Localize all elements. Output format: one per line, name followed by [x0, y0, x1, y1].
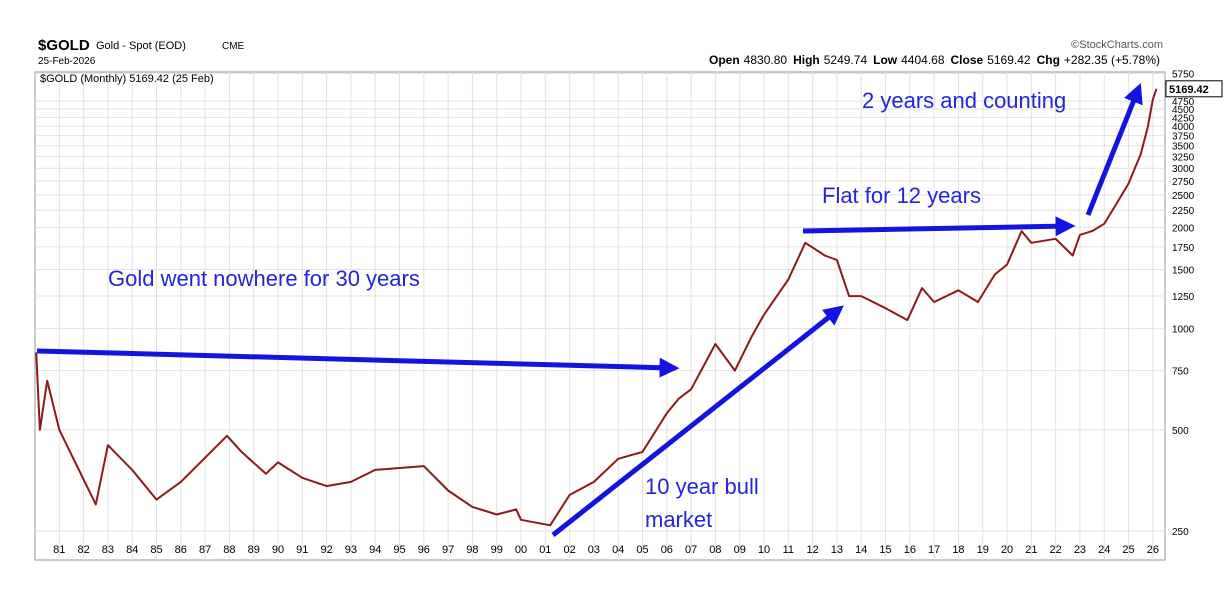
- x-tick-label: 16: [904, 544, 916, 556]
- x-tick-label: 24: [1098, 544, 1110, 556]
- date: 25-Feb-2026: [38, 56, 96, 67]
- quote-value: +282.35 (+5.78%): [1064, 53, 1160, 67]
- y-tick-label: 750: [1172, 367, 1189, 378]
- legend-label: $GOLD (Monthly) 5169.42 (25 Feb): [40, 73, 214, 85]
- x-tick-label: 96: [418, 544, 430, 556]
- price-line: [35, 88, 1158, 527]
- quote-label: Open: [709, 53, 740, 67]
- y-tick-label: 5750: [1172, 69, 1195, 80]
- x-tick-label: 91: [296, 544, 308, 556]
- x-tick-label: 06: [661, 544, 673, 556]
- x-tick-label: 98: [466, 544, 478, 556]
- x-tick-label: 95: [393, 544, 405, 556]
- y-tick-label: 1000: [1172, 325, 1195, 336]
- arrow: [36, 348, 680, 378]
- annotation: 2 years and counting: [862, 88, 1066, 113]
- x-tick-label: 82: [77, 544, 89, 556]
- y-tick-label: 1750: [1172, 243, 1195, 254]
- y-tick-label: 4000: [1172, 122, 1195, 133]
- quote-label: Chg: [1037, 53, 1060, 67]
- x-tick-label: 17: [928, 544, 940, 556]
- x-tick-label: 10: [758, 544, 770, 556]
- x-tick-label: 19: [977, 544, 989, 556]
- annotation: Gold went nowhere for 30 years: [108, 266, 420, 291]
- x-tick-label: 18: [952, 544, 964, 556]
- x-tick-label: 25: [1122, 544, 1134, 556]
- arrow: [1085, 83, 1143, 216]
- x-tick-label: 08: [709, 544, 721, 556]
- annotation: Flat for 12 years: [822, 183, 981, 208]
- y-tick-label: 4250: [1172, 113, 1195, 124]
- quote-value: 5249.74: [824, 53, 868, 67]
- y-tick-label: 1500: [1172, 265, 1195, 276]
- annotation: 10 year bull: [645, 474, 759, 499]
- x-tick-label: 02: [563, 544, 575, 556]
- y-tick-label: 2000: [1172, 223, 1195, 234]
- quote: Open 4830.80 High 5249.74 Low 4404.68 Close 516…: [709, 53, 1160, 67]
- y-tick-label: 250: [1172, 527, 1189, 538]
- source: ©StockCharts.com: [1071, 39, 1163, 51]
- x-tick-label: 20: [1001, 544, 1013, 556]
- x-tick-label: 81: [53, 544, 65, 556]
- quote-value: 5169.42: [987, 53, 1031, 67]
- x-tick-label: 90: [272, 544, 284, 556]
- x-tick-label: 03: [588, 544, 600, 556]
- x-tick-label: 88: [223, 544, 235, 556]
- y-tick-label: 2750: [1172, 177, 1195, 188]
- x-tick-label: 99: [491, 544, 503, 556]
- x-tick-label: 22: [1050, 544, 1062, 556]
- chart-title: $GOLD: [38, 37, 90, 54]
- arrow: [551, 305, 844, 537]
- plot-frame: [34, 71, 1166, 561]
- arrow: [802, 216, 1076, 237]
- arrows: [36, 83, 1143, 537]
- x-tick-label: 83: [102, 544, 114, 556]
- x-tick-label: 26: [1147, 544, 1159, 556]
- x-tick-label: 11: [783, 544, 794, 556]
- y-tick-label: 4500: [1172, 105, 1195, 116]
- last-price-tag: [1165, 80, 1223, 98]
- x-tick-label: 85: [150, 544, 162, 556]
- x-tick-label: 13: [831, 544, 843, 556]
- x-tick-label: 23: [1074, 544, 1086, 556]
- y-tick-label: 500: [1172, 426, 1189, 437]
- plot-area: [34, 71, 1166, 561]
- x-tick-label: 93: [345, 544, 357, 556]
- x-tick-label: 92: [320, 544, 332, 556]
- x-tick-label: 12: [807, 544, 819, 556]
- y-tick-label: 3000: [1172, 164, 1195, 175]
- x-tick-label: 00: [515, 544, 527, 556]
- y-tick-label: 3750: [1172, 132, 1195, 143]
- x-tick-label: 04: [612, 544, 624, 556]
- x-tick-label: 97: [442, 544, 454, 556]
- chart-subtitle: Gold - Spot (EOD): [96, 40, 186, 52]
- quote-label: Close: [951, 53, 984, 67]
- last-price-label: 5169.42: [1169, 84, 1209, 96]
- y-tick-label: 4750: [1172, 97, 1195, 108]
- quote-label: High: [793, 53, 820, 67]
- x-tick-label: 21: [1025, 544, 1037, 556]
- y-tick-label: 3500: [1172, 142, 1195, 153]
- annotation: market: [645, 507, 712, 532]
- y-tick-label: 2250: [1172, 206, 1195, 217]
- y-tick-label: 1250: [1172, 292, 1195, 303]
- x-tick-label: 94: [369, 544, 381, 556]
- quote-value: 4404.68: [901, 53, 945, 67]
- x-tick-label: 15: [879, 544, 891, 556]
- quote-value: 4830.80: [744, 53, 788, 67]
- y-tick-label: 3250: [1172, 153, 1195, 164]
- y-tick-label: 2500: [1172, 191, 1195, 202]
- x-tick-label: 87: [199, 544, 211, 556]
- x-tick-label: 07: [685, 544, 697, 556]
- x-tick-label: 89: [248, 544, 260, 556]
- x-tick-label: 01: [539, 544, 551, 556]
- x-tick-label: 14: [855, 544, 867, 556]
- quote-label: Low: [873, 53, 898, 67]
- x-tick-label: 09: [734, 544, 746, 556]
- x-tick-label: 05: [636, 544, 648, 556]
- x-tick-label: 86: [175, 544, 187, 556]
- x-tick-label: 84: [126, 544, 138, 556]
- exchange: CME: [222, 41, 245, 52]
